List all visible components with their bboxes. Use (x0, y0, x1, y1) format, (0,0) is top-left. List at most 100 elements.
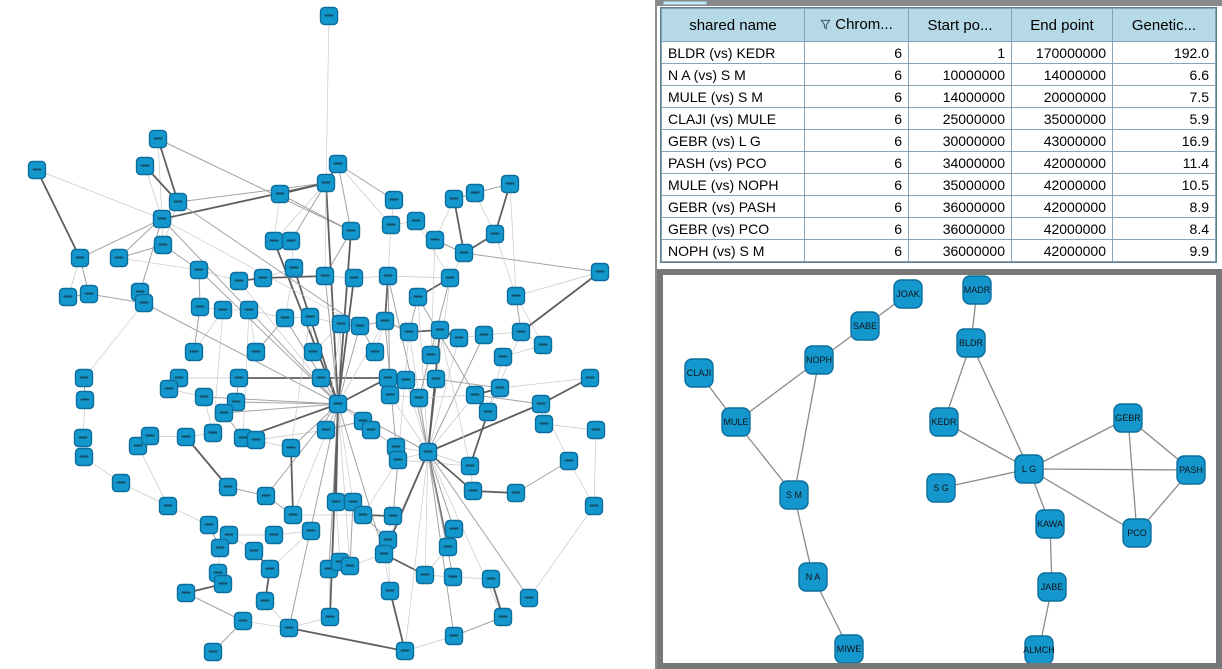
network-node[interactable] (493, 347, 513, 367)
main-network-canvas[interactable] (0, 0, 655, 669)
network-node[interactable] (474, 325, 494, 345)
column-header-start-point[interactable]: Start po... (908, 8, 1012, 42)
network-node[interactable]: KEDR (929, 407, 959, 437)
network-node[interactable] (159, 379, 179, 399)
network-node[interactable] (158, 496, 178, 516)
network-node[interactable] (311, 368, 331, 388)
network-node[interactable] (328, 394, 348, 414)
network-node[interactable] (374, 544, 394, 564)
table-row[interactable]: GEBR (vs) L G 6 30000000 43000000 16.9 (661, 129, 1216, 152)
network-node[interactable] (316, 420, 336, 440)
network-node[interactable] (233, 611, 253, 631)
network-node[interactable] (388, 450, 408, 470)
network-node[interactable] (438, 537, 458, 557)
network-node[interactable] (380, 581, 400, 601)
table-row[interactable]: MULE (vs) NOPH 6 35000000 42000000 10.5 (661, 173, 1216, 196)
network-node[interactable] (74, 368, 94, 388)
network-node[interactable] (75, 390, 95, 410)
network-node[interactable] (214, 403, 234, 423)
network-node[interactable] (353, 505, 373, 525)
table-row[interactable]: CLAJI (vs) MULE 6 25000000 35000000 5.9 (661, 107, 1216, 130)
network-node[interactable] (519, 588, 539, 608)
network-node[interactable] (454, 243, 474, 263)
network-node[interactable] (485, 224, 505, 244)
network-node[interactable] (176, 583, 196, 603)
network-node[interactable] (381, 215, 401, 235)
network-node[interactable]: JABE (1037, 572, 1067, 602)
network-node[interactable] (328, 154, 348, 174)
network-node[interactable] (79, 284, 99, 304)
network-node[interactable] (396, 370, 416, 390)
network-node[interactable] (344, 268, 364, 288)
network-node[interactable] (361, 420, 381, 440)
network-node[interactable]: S M (779, 480, 809, 510)
network-node[interactable] (284, 258, 304, 278)
table-row[interactable]: N A (vs) S M 6 10000000 14000000 6.6 (661, 63, 1216, 86)
network-node[interactable] (281, 438, 301, 458)
network-node[interactable] (378, 266, 398, 286)
network-node[interactable] (444, 189, 464, 209)
network-node[interactable] (73, 428, 93, 448)
network-node[interactable]: MULE (721, 407, 751, 437)
network-node[interactable] (384, 190, 404, 210)
network-node[interactable] (152, 209, 172, 229)
network-node[interactable] (465, 183, 485, 203)
network-node[interactable] (27, 160, 47, 180)
network-node[interactable]: N A (798, 562, 828, 592)
network-node[interactable] (70, 248, 90, 268)
network-node[interactable]: JOAK (893, 279, 923, 309)
network-node[interactable] (283, 505, 303, 525)
table-row[interactable]: PASH (vs) PCO 6 34000000 42000000 11.4 (661, 151, 1216, 174)
network-node[interactable]: MIWE (834, 634, 864, 663)
network-node[interactable] (463, 481, 483, 501)
network-node[interactable] (148, 129, 168, 149)
network-node[interactable] (320, 607, 340, 627)
network-node[interactable] (493, 607, 513, 627)
network-node[interactable]: PASH (1176, 455, 1206, 485)
network-node[interactable] (406, 211, 426, 231)
filter-icon[interactable] (820, 19, 831, 30)
network-node[interactable]: GEBR (1113, 403, 1143, 433)
network-node[interactable] (430, 320, 450, 340)
network-node[interactable] (315, 266, 335, 286)
network-node[interactable] (319, 6, 339, 26)
network-node[interactable] (264, 525, 284, 545)
network-node[interactable] (326, 492, 346, 512)
network-node[interactable] (190, 297, 210, 317)
network-node[interactable] (218, 477, 238, 497)
network-node[interactable]: NOPH (804, 345, 834, 375)
network-node[interactable] (425, 230, 445, 250)
network-node[interactable] (184, 342, 204, 362)
network-node[interactable] (253, 268, 273, 288)
network-node[interactable] (378, 368, 398, 388)
network-node[interactable] (449, 328, 469, 348)
network-node[interactable] (203, 423, 223, 443)
network-node[interactable] (500, 174, 520, 194)
network-node[interactable] (399, 322, 419, 342)
network-node[interactable] (440, 268, 460, 288)
network-node[interactable] (194, 387, 214, 407)
network-node[interactable] (275, 308, 295, 328)
network-node[interactable] (203, 642, 223, 662)
network-node[interactable] (260, 559, 280, 579)
network-node[interactable] (111, 473, 131, 493)
network-node[interactable] (460, 456, 480, 476)
network-node[interactable] (199, 515, 219, 535)
network-node[interactable] (189, 260, 209, 280)
network-node[interactable] (421, 345, 441, 365)
network-node[interactable] (481, 569, 501, 589)
network-node[interactable]: SABE (850, 311, 880, 341)
network-node[interactable] (176, 427, 196, 447)
network-node[interactable] (580, 368, 600, 388)
network-node[interactable] (365, 342, 385, 362)
network-node[interactable] (506, 286, 526, 306)
network-node[interactable] (395, 641, 415, 661)
network-node[interactable] (255, 591, 275, 611)
network-node[interactable] (511, 322, 531, 342)
network-node[interactable] (340, 556, 360, 576)
network-node[interactable] (134, 293, 154, 313)
table-row[interactable]: BLDR (vs) KEDR 6 1 170000000 192.0 (661, 41, 1216, 64)
network-node[interactable] (213, 574, 233, 594)
network-node[interactable] (506, 483, 526, 503)
network-node[interactable]: L G (1014, 454, 1044, 484)
